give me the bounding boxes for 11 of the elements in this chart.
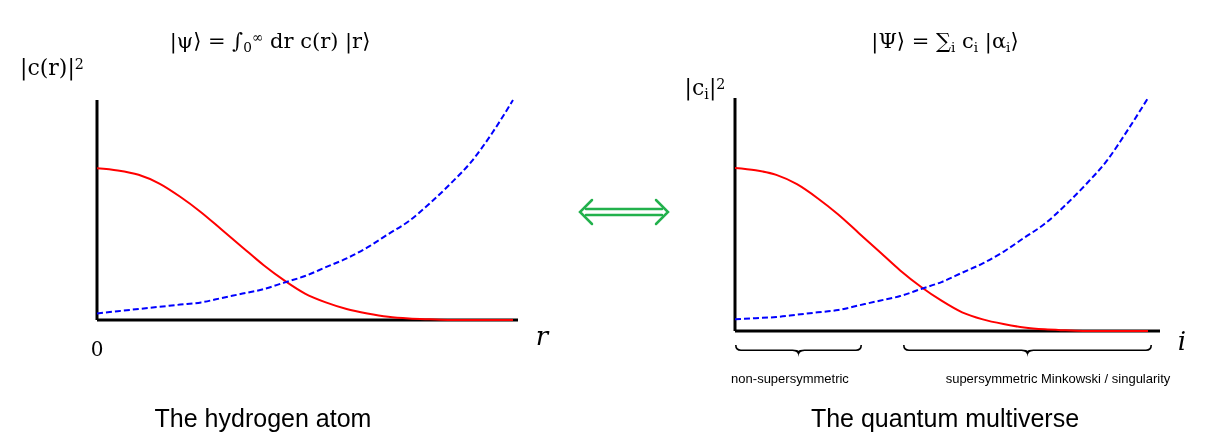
x-axis-title: r xyxy=(535,321,550,351)
text: supersymmetric Minkowski / singularity xyxy=(945,371,1171,386)
y-axis-title: |c$_{i}$|$^{2}$ xyxy=(684,75,726,103)
chart-title: |Ψ⟩ = ∑$_{i}$ c$_{i}$ |α$_{i}$⟩ xyxy=(871,29,1019,56)
text: The hydrogen atom xyxy=(154,404,372,432)
text: The quantum multiverse xyxy=(810,404,1080,432)
text: non-supersymmetric xyxy=(731,371,850,386)
y-axis-title: |c(r)|$^{2}$ xyxy=(20,55,84,81)
x-axis-title: i xyxy=(1177,326,1187,356)
chart-title: |ψ⟩ = ∫$_{0}$$^{∞}$ dr c(r) |r⟩ xyxy=(169,28,371,56)
text: 0 xyxy=(90,337,104,361)
